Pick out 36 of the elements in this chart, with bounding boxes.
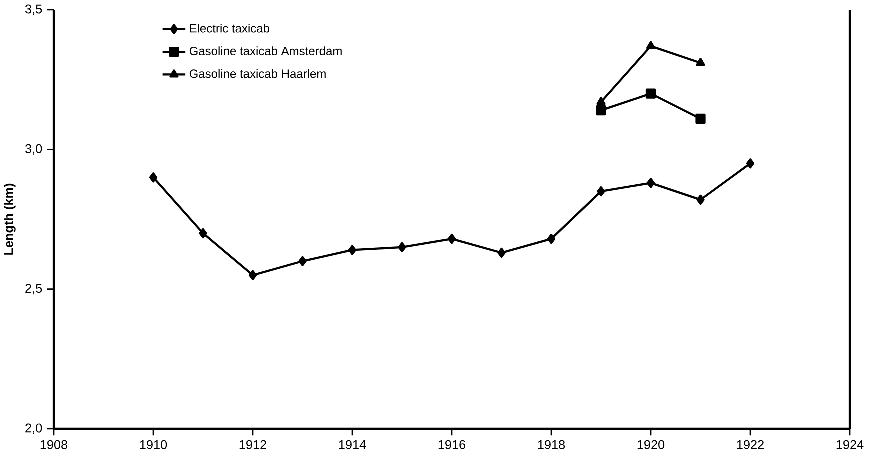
y-tick-label: 3,0: [25, 144, 42, 155]
point: [149, 172, 158, 183]
point: [348, 245, 357, 256]
point: [646, 41, 656, 50]
point: [199, 228, 208, 239]
x-tick-label: 1914: [339, 440, 366, 450]
point: [696, 194, 705, 206]
legend-label: Gasoline taxicab Amsterdam: [190, 46, 342, 56]
point: [596, 97, 606, 106]
point: [248, 270, 258, 280]
point: [498, 248, 506, 258]
point: [646, 178, 656, 188]
point: [597, 186, 606, 197]
x-tick-label: 1908: [40, 440, 68, 450]
point: [646, 88, 656, 99]
point: [746, 158, 755, 169]
x-tick-label: 1916: [438, 440, 466, 450]
point: [448, 234, 456, 244]
point: [696, 58, 706, 66]
y-tick-label: 2,0: [26, 424, 42, 434]
point: [696, 114, 706, 124]
legend-label: Gasoline taxicab Haarlem: [190, 69, 326, 78]
point: [398, 242, 406, 253]
x-tick-label: 1910: [140, 440, 168, 450]
point: [547, 234, 556, 244]
point: [596, 105, 606, 116]
x-tick-label: 1920: [638, 440, 665, 450]
x-tick-label: 1912: [240, 440, 266, 450]
point: [298, 256, 307, 266]
legend-label: Electric taxicab: [190, 24, 270, 33]
y-axis-title: Length (km): [4, 184, 16, 255]
y-tick-label: 2,5: [26, 284, 42, 295]
x-tick-label: 1918: [538, 440, 566, 450]
x-tick-label: 1924: [836, 440, 864, 450]
y-tick-label: 3,5: [25, 4, 42, 16]
x-tick-label: 1922: [737, 440, 764, 450]
